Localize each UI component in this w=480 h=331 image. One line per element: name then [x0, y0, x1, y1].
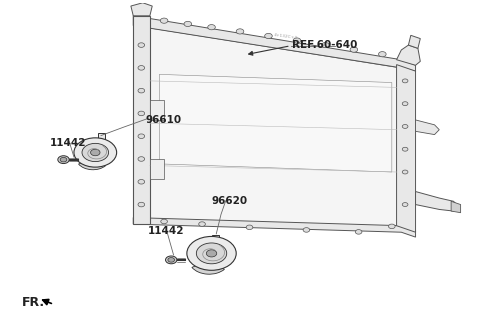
Circle shape [82, 143, 108, 162]
Circle shape [138, 202, 144, 207]
Wedge shape [192, 260, 225, 274]
Circle shape [91, 149, 100, 156]
Circle shape [350, 47, 358, 52]
Circle shape [187, 236, 236, 270]
Circle shape [138, 43, 144, 47]
Circle shape [74, 138, 117, 167]
Circle shape [58, 156, 69, 164]
Circle shape [138, 157, 144, 161]
Circle shape [402, 147, 408, 151]
Circle shape [388, 224, 395, 229]
Circle shape [161, 219, 168, 224]
Circle shape [322, 42, 329, 48]
Circle shape [60, 157, 67, 162]
Text: 4+132C+4: 4+132C+4 [273, 33, 298, 41]
Circle shape [402, 203, 408, 207]
Circle shape [184, 21, 192, 26]
Circle shape [138, 179, 144, 184]
Text: 11442: 11442 [147, 226, 184, 236]
Polygon shape [396, 65, 416, 232]
Text: REF.60-640: REF.60-640 [292, 40, 358, 50]
Polygon shape [133, 217, 416, 237]
Polygon shape [150, 100, 164, 120]
Wedge shape [79, 158, 106, 170]
Circle shape [199, 222, 205, 226]
Polygon shape [451, 201, 461, 213]
Polygon shape [416, 120, 439, 135]
Circle shape [196, 243, 227, 264]
Circle shape [379, 52, 386, 57]
Polygon shape [396, 45, 420, 65]
Polygon shape [97, 133, 105, 144]
Polygon shape [416, 192, 458, 211]
Circle shape [206, 250, 217, 257]
Circle shape [236, 29, 244, 34]
Circle shape [138, 111, 144, 116]
Text: FR.: FR. [22, 296, 45, 309]
Circle shape [138, 66, 144, 70]
Circle shape [402, 124, 408, 128]
Circle shape [293, 38, 301, 43]
Text: 96620: 96620 [212, 196, 248, 206]
Circle shape [402, 170, 408, 174]
Polygon shape [133, 16, 150, 224]
Circle shape [303, 228, 310, 232]
Circle shape [246, 225, 253, 230]
Circle shape [402, 79, 408, 83]
Polygon shape [136, 25, 401, 227]
Text: 11442: 11442 [50, 138, 87, 148]
Polygon shape [159, 74, 392, 172]
Circle shape [166, 256, 177, 264]
Circle shape [168, 258, 175, 262]
Circle shape [264, 33, 272, 39]
Circle shape [355, 230, 362, 234]
Polygon shape [408, 35, 420, 48]
Circle shape [138, 134, 144, 138]
Polygon shape [133, 16, 416, 71]
Circle shape [402, 102, 408, 106]
Polygon shape [131, 3, 152, 16]
Circle shape [160, 18, 168, 23]
Circle shape [138, 88, 144, 93]
Polygon shape [212, 235, 219, 247]
Text: 96610: 96610 [145, 115, 181, 125]
Polygon shape [150, 159, 164, 178]
Circle shape [208, 24, 216, 30]
